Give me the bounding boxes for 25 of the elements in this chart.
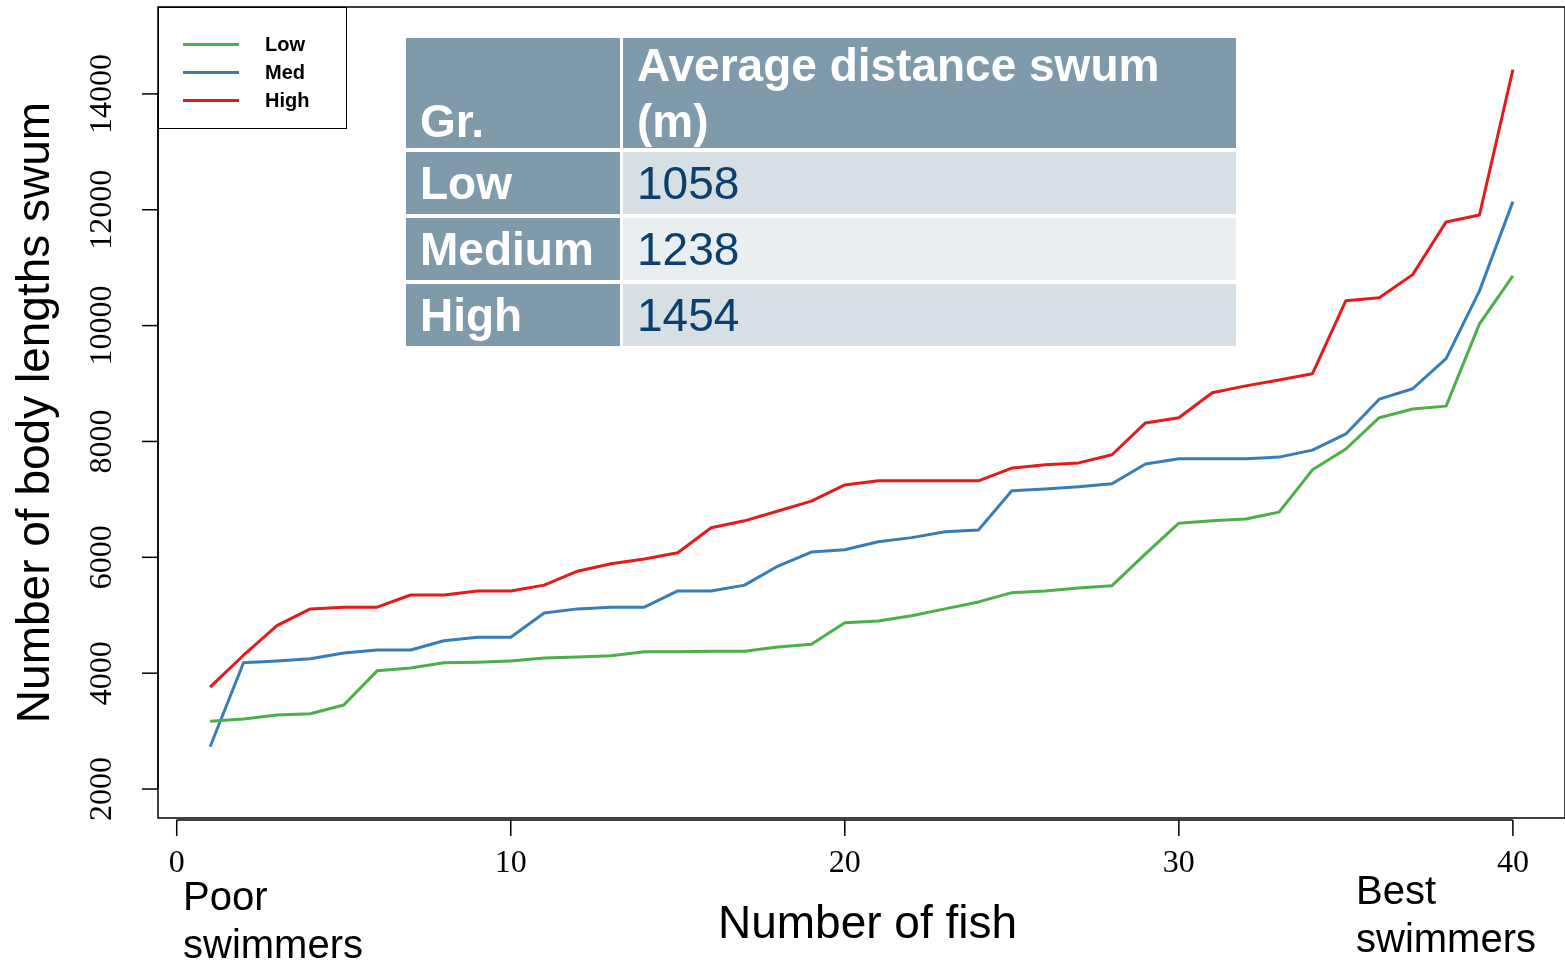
annotation: Medium: [406, 218, 623, 280]
y-axis-title: Number of body lengths swum: [6, 101, 59, 724]
legend-label: Med: [265, 60, 305, 84]
text: Poor swimmers: [183, 873, 364, 966]
annotation: Low: [406, 152, 623, 214]
annotation: Average distance swum (m): [636, 38, 1161, 148]
x-tick-label: 20: [828, 843, 861, 880]
y-tick-label: 10000: [82, 285, 119, 366]
x-axis-title: Number of fish: [717, 895, 1018, 948]
annotation: 1058: [623, 152, 1236, 214]
y-tick-label: 12000: [82, 169, 119, 250]
x-tick-label: 0: [168, 843, 185, 880]
x-tick-label: 10: [494, 843, 527, 880]
y-tick-label: 8000: [82, 409, 119, 474]
annotation: 1238: [623, 218, 1236, 280]
annotation: High: [406, 284, 623, 346]
y-tick-label: 2000: [82, 757, 119, 822]
y-tick-label: 14000: [82, 53, 119, 134]
legend-label: Low: [265, 32, 305, 56]
legend-label: High: [265, 88, 310, 112]
annotation: 1454: [623, 284, 1236, 346]
annotation: Gr.: [406, 38, 623, 148]
y-tick-label: 4000: [82, 641, 119, 706]
y-tick-label: 6000: [82, 525, 119, 590]
x-tick-label: 30: [1162, 843, 1195, 880]
